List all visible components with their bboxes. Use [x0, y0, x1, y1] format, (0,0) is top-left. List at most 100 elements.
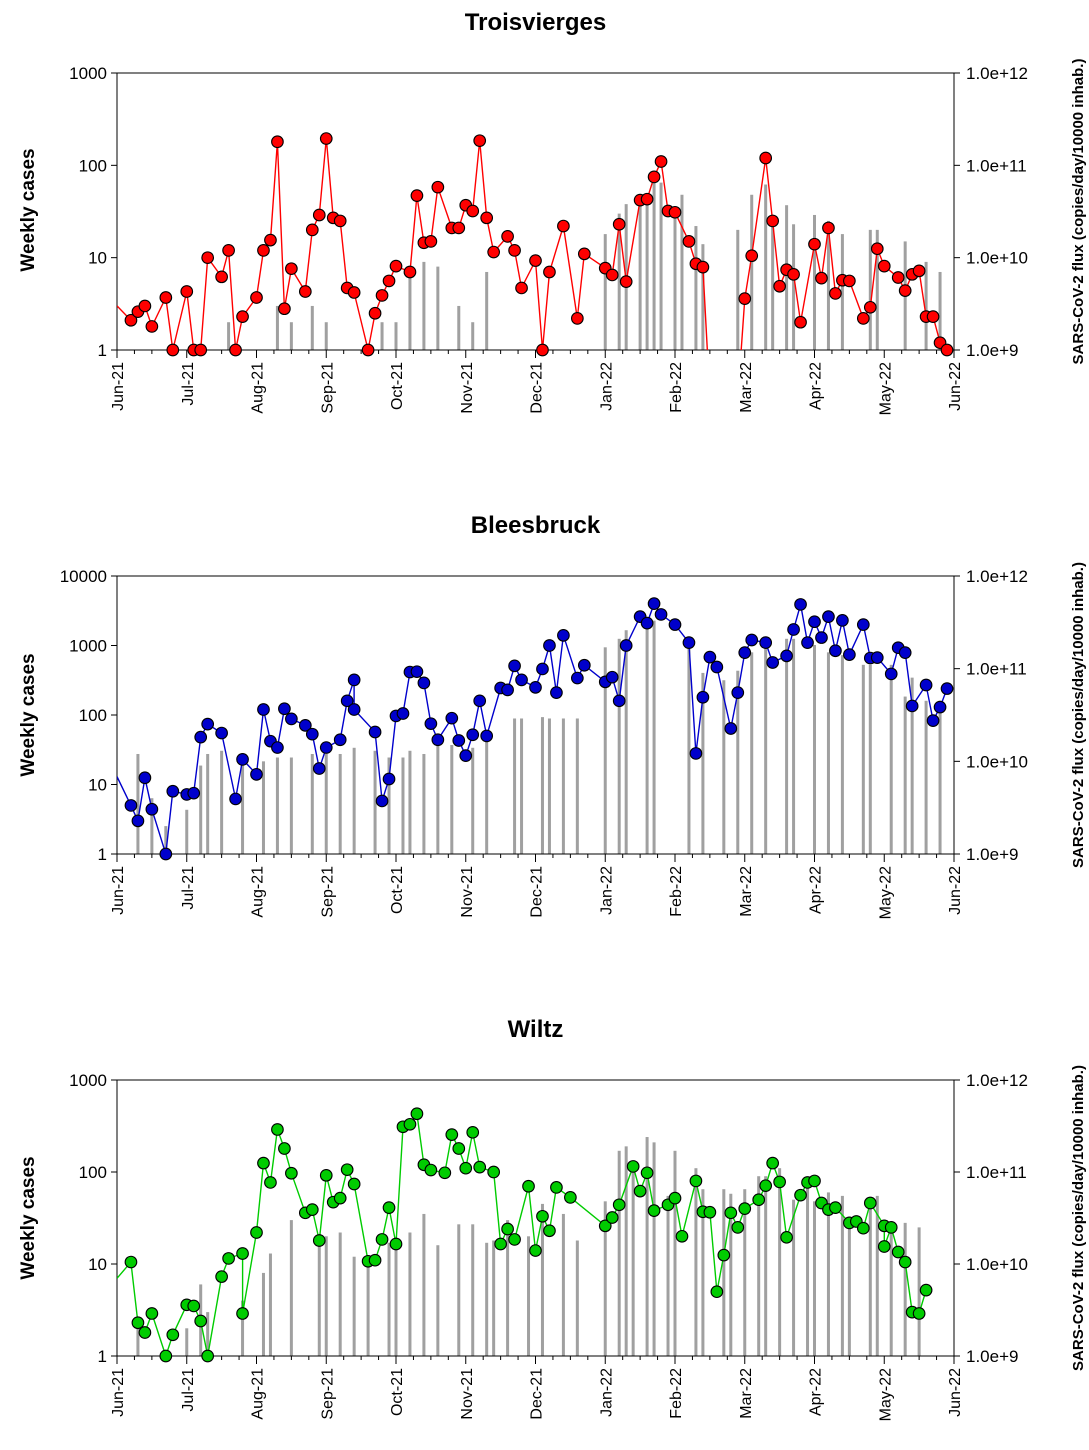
series-point: [236, 1307, 249, 1320]
flux-bar: [520, 718, 524, 854]
x-tick-label: Dec-21: [529, 362, 546, 414]
series-point: [829, 287, 842, 300]
series-point: [745, 633, 759, 647]
series-point: [843, 274, 856, 288]
flux-bar: [750, 194, 754, 350]
series-point: [131, 814, 145, 828]
flux-bar: [659, 182, 663, 350]
y-tick-label: 1000: [69, 64, 107, 83]
x-tick-label: Jul-21: [180, 866, 197, 910]
series-point: [236, 1247, 249, 1260]
flux-bar: [366, 1256, 370, 1356]
series-point: [577, 247, 591, 261]
flux-bar: [938, 700, 942, 854]
flux-bar: [736, 229, 740, 350]
series-point: [647, 1204, 661, 1218]
series-point: [605, 670, 619, 684]
series-point: [794, 1188, 807, 1202]
flux-bar: [450, 745, 454, 854]
flux-bar: [813, 214, 816, 350]
series-point: [452, 221, 466, 235]
series-point: [605, 268, 619, 282]
x-tick-label: Jul-21: [180, 1368, 197, 1412]
series-point: [215, 1270, 228, 1283]
x-tick-label: Nov-21: [459, 362, 476, 414]
flux-bar: [603, 234, 607, 350]
flux-bar: [764, 640, 768, 854]
series-point: [424, 235, 438, 248]
series-point: [187, 1299, 201, 1313]
series-point: [278, 1142, 291, 1155]
series-point: [815, 631, 828, 644]
series-point: [877, 1240, 891, 1253]
flux-bar: [408, 1232, 412, 1356]
flux-bar: [701, 244, 705, 350]
series-point: [529, 680, 542, 694]
flux-bar: [840, 1195, 844, 1356]
series-point: [452, 1142, 466, 1155]
series-point: [912, 264, 926, 278]
series-point: [375, 794, 389, 808]
series-point: [340, 1163, 354, 1177]
x-tick-label: Jun-22: [947, 866, 964, 915]
flux-bar: [206, 1312, 210, 1356]
flux-bar: [241, 1300, 245, 1356]
series-point: [368, 725, 382, 739]
series-point: [703, 650, 717, 664]
y2-tick-label: 1.0e+11: [966, 1163, 1027, 1182]
series-point: [250, 291, 263, 304]
series-point: [926, 310, 940, 323]
series-point: [229, 343, 242, 357]
flux-bar: [387, 757, 391, 854]
series-point: [780, 649, 793, 663]
flux-bar: [694, 226, 698, 350]
y-axis-label: Weekly cases: [18, 1156, 39, 1279]
flux-bar: [575, 718, 579, 854]
x-tick-label: Apr-22: [808, 362, 825, 410]
flux-bar: [352, 747, 356, 854]
series-point: [605, 1211, 619, 1224]
flux-bar: [868, 1201, 872, 1356]
chart-title: Wiltz: [508, 1016, 564, 1043]
flux-bar: [457, 305, 461, 350]
series-point: [445, 711, 459, 725]
series-point: [926, 714, 940, 727]
series-point: [410, 1107, 424, 1121]
flux-bar: [764, 1176, 768, 1356]
flux-bar: [387, 1242, 391, 1356]
series-point: [515, 281, 528, 295]
flux-bar: [185, 1328, 189, 1356]
flux-bar: [785, 638, 789, 854]
flux-bar: [792, 1199, 796, 1356]
series-point: [940, 682, 954, 695]
series-point: [515, 673, 528, 687]
series-point: [159, 847, 173, 861]
series-point: [619, 639, 633, 652]
x-tick-label: Mar-22: [738, 362, 755, 413]
y-tick-label: 100: [79, 156, 107, 175]
series-point: [647, 170, 661, 184]
series-point: [124, 1255, 138, 1269]
series-point: [508, 244, 521, 257]
series-point: [773, 1175, 786, 1189]
flux-bar: [792, 638, 796, 854]
series-point: [124, 313, 138, 327]
series-point: [138, 1326, 152, 1339]
series-point: [236, 753, 249, 766]
series-point: [194, 730, 208, 744]
series-point: [640, 192, 654, 206]
y2-tick-label: 1.0e+12: [966, 1071, 1028, 1090]
flux-bar: [220, 750, 224, 854]
series-point: [389, 1237, 403, 1251]
flux-bar: [380, 322, 384, 350]
y2-tick-label: 1.0e+9: [966, 845, 1018, 864]
series-point: [870, 242, 884, 256]
series-point: [626, 1160, 640, 1173]
x-tick-label: Jun-21: [110, 1368, 127, 1417]
series-point: [285, 1166, 298, 1180]
series-point: [222, 1252, 235, 1265]
series-point: [368, 306, 382, 320]
series-point: [480, 211, 494, 225]
series-point: [145, 802, 159, 816]
flux-bar: [868, 229, 872, 350]
